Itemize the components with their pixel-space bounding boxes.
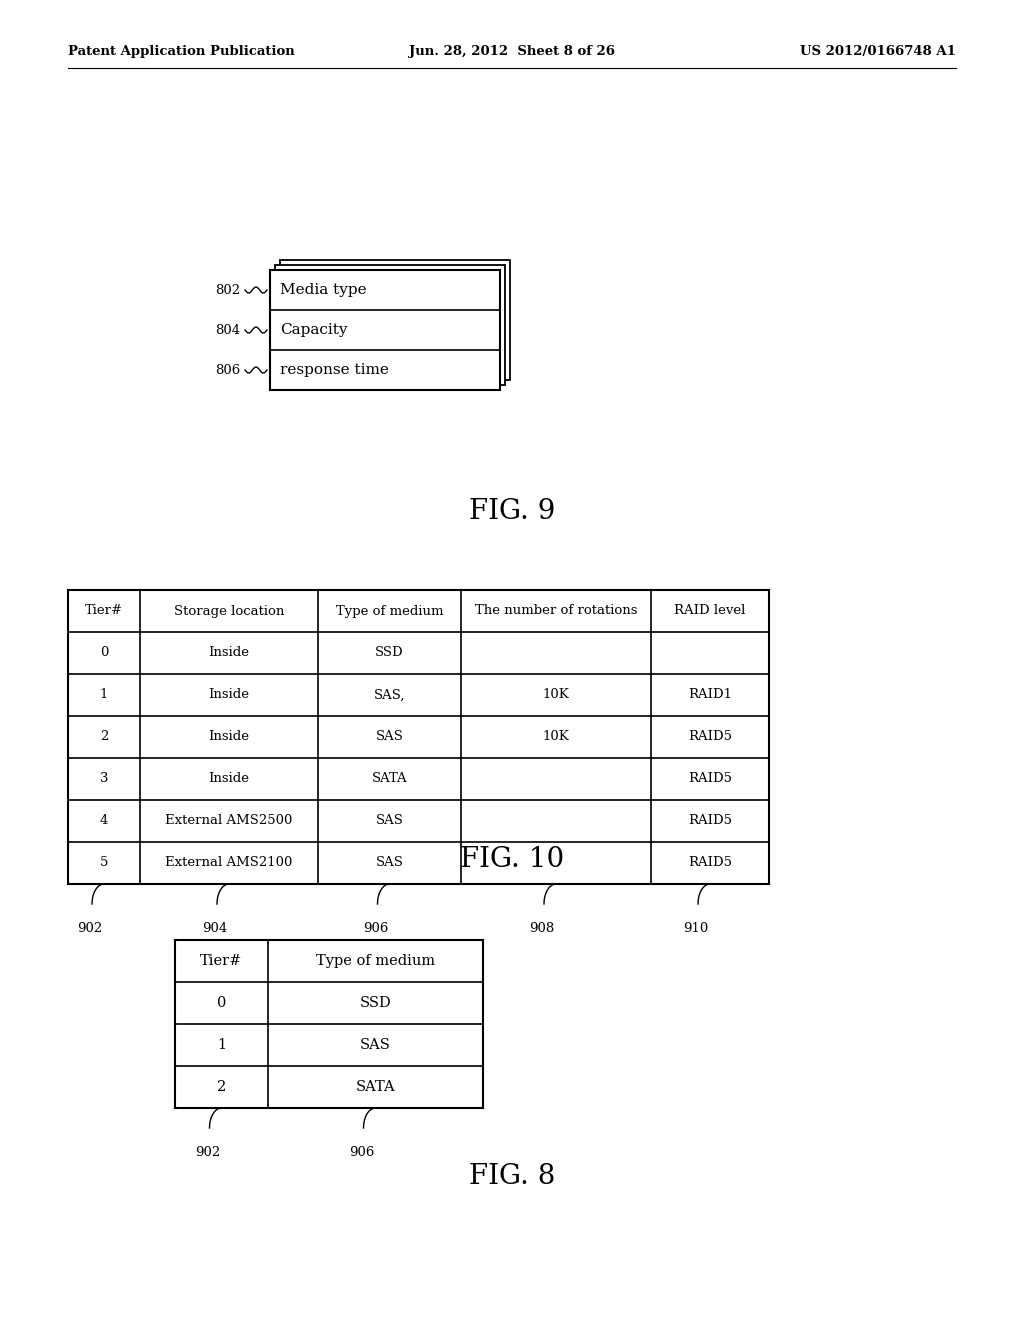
Text: FIG. 10: FIG. 10 bbox=[460, 846, 564, 873]
Text: 0: 0 bbox=[217, 997, 226, 1010]
Text: 0: 0 bbox=[99, 647, 109, 660]
Text: SATA: SATA bbox=[355, 1080, 395, 1094]
Text: External AMS2100: External AMS2100 bbox=[165, 857, 293, 870]
Text: 2: 2 bbox=[99, 730, 109, 743]
Text: 5: 5 bbox=[99, 857, 109, 870]
Text: Inside: Inside bbox=[209, 689, 250, 701]
Text: Jun. 28, 2012  Sheet 8 of 26: Jun. 28, 2012 Sheet 8 of 26 bbox=[409, 45, 615, 58]
Bar bbox=[68, 590, 769, 884]
Text: SAS: SAS bbox=[376, 814, 403, 828]
Text: RAID5: RAID5 bbox=[688, 772, 732, 785]
Text: FIG. 9: FIG. 9 bbox=[469, 498, 555, 525]
Bar bbox=[175, 940, 483, 1107]
Text: RAID level: RAID level bbox=[675, 605, 745, 618]
Text: 902: 902 bbox=[78, 921, 102, 935]
Text: SATA: SATA bbox=[372, 772, 408, 785]
Text: SAS: SAS bbox=[376, 730, 403, 743]
Text: 910: 910 bbox=[683, 921, 709, 935]
Text: 2: 2 bbox=[217, 1080, 226, 1094]
Text: 1: 1 bbox=[217, 1038, 226, 1052]
Text: Inside: Inside bbox=[209, 647, 250, 660]
Text: 908: 908 bbox=[529, 921, 555, 935]
Text: Inside: Inside bbox=[209, 730, 250, 743]
Text: Tier#: Tier# bbox=[201, 954, 243, 968]
Text: 906: 906 bbox=[362, 921, 388, 935]
Text: 906: 906 bbox=[349, 1146, 374, 1159]
Text: Media type: Media type bbox=[280, 282, 367, 297]
Text: 806: 806 bbox=[215, 363, 241, 376]
Text: 4: 4 bbox=[99, 814, 109, 828]
Text: Storage location: Storage location bbox=[174, 605, 285, 618]
Text: 10K: 10K bbox=[543, 689, 569, 701]
Text: Patent Application Publication: Patent Application Publication bbox=[68, 45, 295, 58]
Text: 3: 3 bbox=[99, 772, 109, 785]
Text: External AMS2500: External AMS2500 bbox=[165, 814, 293, 828]
Text: RAID5: RAID5 bbox=[688, 814, 732, 828]
Text: Inside: Inside bbox=[209, 772, 250, 785]
Text: RAID1: RAID1 bbox=[688, 689, 732, 701]
Text: response time: response time bbox=[280, 363, 389, 378]
Text: 802: 802 bbox=[215, 284, 240, 297]
Bar bbox=[280, 260, 510, 380]
Text: Capacity: Capacity bbox=[280, 323, 347, 337]
Text: Tier#: Tier# bbox=[85, 605, 123, 618]
Text: RAID5: RAID5 bbox=[688, 857, 732, 870]
Text: 902: 902 bbox=[195, 1146, 220, 1159]
Text: SSD: SSD bbox=[375, 647, 403, 660]
Text: FIG. 8: FIG. 8 bbox=[469, 1163, 555, 1191]
Text: 10K: 10K bbox=[543, 730, 569, 743]
Text: SAS: SAS bbox=[360, 1038, 391, 1052]
Text: 804: 804 bbox=[215, 323, 240, 337]
Text: RAID5: RAID5 bbox=[688, 730, 732, 743]
Text: SSD: SSD bbox=[359, 997, 391, 1010]
Bar bbox=[270, 271, 500, 389]
Bar bbox=[275, 265, 505, 385]
Text: 904: 904 bbox=[203, 921, 227, 935]
Text: The number of rotations: The number of rotations bbox=[475, 605, 637, 618]
Text: 1: 1 bbox=[99, 689, 109, 701]
Text: Type of medium: Type of medium bbox=[316, 954, 435, 968]
Text: SAS,: SAS, bbox=[374, 689, 406, 701]
Text: Type of medium: Type of medium bbox=[336, 605, 443, 618]
Text: SAS: SAS bbox=[376, 857, 403, 870]
Text: US 2012/0166748 A1: US 2012/0166748 A1 bbox=[800, 45, 956, 58]
